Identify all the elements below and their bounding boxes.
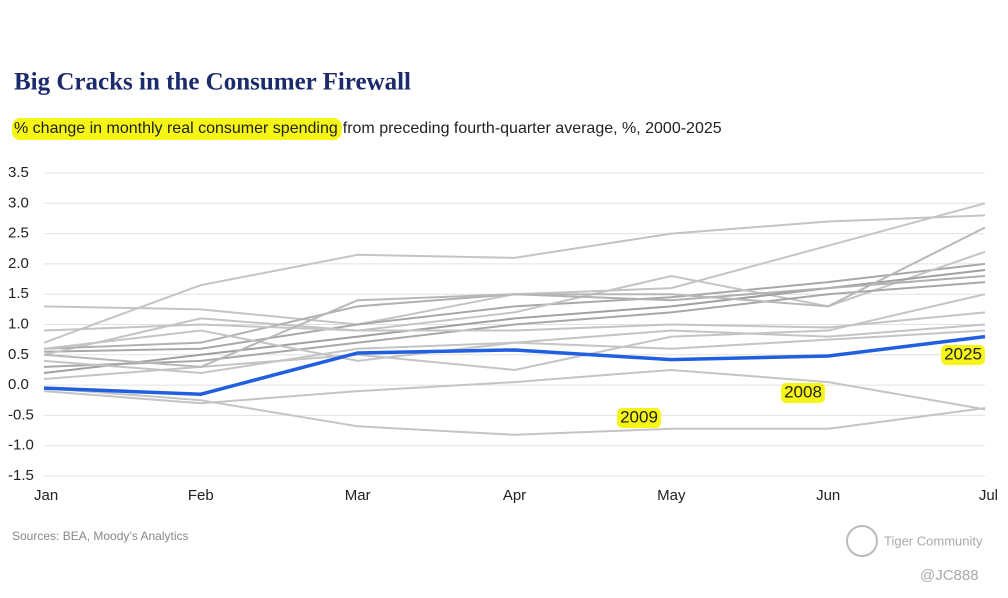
subtitle: from preceding fourth-quarter average, %…	[343, 120, 722, 137]
y-tick-label: 2.0	[8, 255, 29, 272]
y-tick-label: -1.0	[8, 437, 34, 454]
y-tick-label: -1.5	[8, 467, 34, 484]
series-line	[43, 329, 986, 362]
series-line	[43, 281, 986, 368]
watermark: Tiger Community	[884, 533, 983, 548]
chart-title: Big Cracks in the Consumer Firewall	[14, 69, 411, 96]
series-line	[43, 334, 986, 396]
series-line	[43, 214, 986, 344]
y-tick-label: 3.0	[8, 194, 29, 211]
label-highlight	[781, 383, 825, 403]
series-line	[43, 226, 986, 368]
series-line	[43, 368, 986, 411]
series-line	[43, 262, 986, 353]
label-highlight	[941, 345, 985, 365]
x-tick-label: Jan	[34, 487, 58, 504]
y-tick-label: 0.5	[8, 346, 29, 363]
series-label: 2008	[784, 382, 822, 401]
series-line	[43, 387, 986, 436]
y-tick-label: 2.5	[8, 225, 29, 242]
x-tick-label: May	[657, 487, 686, 504]
series-label: 2025	[944, 344, 982, 363]
y-tick-label: -0.5	[8, 406, 34, 423]
x-tick-label: Apr	[503, 487, 526, 504]
y-tick-label: 1.5	[8, 285, 29, 302]
y-tick-label: 3.5	[8, 164, 29, 181]
y-tick-label: 1.0	[8, 315, 29, 332]
subtitle: % change in monthly real consumer spendi…	[14, 120, 338, 137]
handle: @JC888	[920, 567, 979, 584]
series-label: 2009	[620, 407, 658, 426]
subtitle-highlight	[12, 118, 342, 140]
series-line	[43, 311, 986, 332]
x-tick-label: Mar	[345, 487, 371, 504]
x-tick-label: Jul	[979, 487, 998, 504]
label-highlight	[617, 408, 661, 428]
x-tick-label: Feb	[188, 487, 214, 504]
y-tick-label: 0.0	[8, 376, 29, 393]
x-tick-label: Jun	[816, 487, 840, 504]
watermark-logo	[846, 525, 878, 557]
source: Sources: BEA, Moody’s Analytics	[12, 529, 189, 543]
